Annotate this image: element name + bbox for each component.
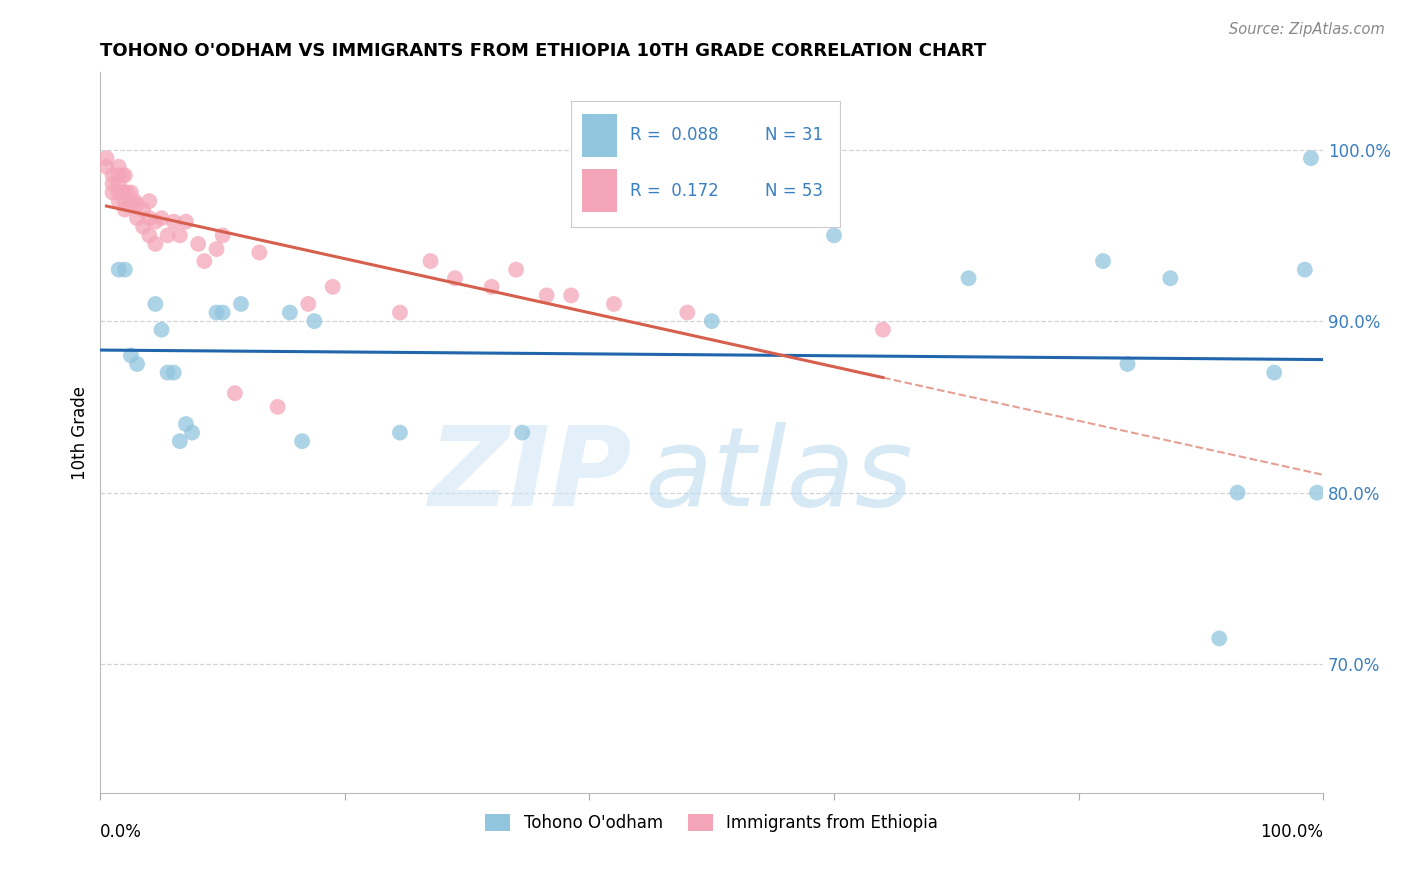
Point [481, 280, 503, 294]
Point [120, 197, 142, 211]
Text: TOHONO O'ODHAM VS IMMIGRANTS FROM ETHIOPIA 10TH GRADE CORRELATION CHART: TOHONO O'ODHAM VS IMMIGRANTS FROM ETHIOP… [100, 42, 987, 60]
Point [510, 425, 533, 440]
Point [124, 194, 146, 208]
Point [125, 211, 148, 226]
Point [1263, 366, 1285, 380]
Point [107, 262, 129, 277]
Point [96, 160, 118, 174]
Point [114, 262, 136, 277]
Point [132, 202, 155, 217]
Point [229, 297, 252, 311]
Point [101, 169, 124, 183]
Point [187, 236, 209, 251]
Point [1226, 485, 1249, 500]
Point [107, 160, 129, 174]
Point [150, 211, 173, 226]
Point [1116, 357, 1139, 371]
Point [823, 228, 845, 243]
Point [603, 297, 626, 311]
Point [205, 242, 228, 256]
Point [156, 366, 179, 380]
Point [211, 305, 233, 319]
Point [107, 186, 129, 200]
Point [169, 434, 191, 449]
Point [163, 214, 186, 228]
Point [138, 194, 160, 208]
Text: ZIP: ZIP [429, 422, 633, 529]
Point [114, 169, 136, 183]
Text: atlas: atlas [644, 422, 912, 529]
Point [111, 169, 134, 183]
Point [174, 214, 197, 228]
Point [145, 236, 167, 251]
Point [117, 186, 139, 200]
Point [120, 186, 142, 200]
Text: 100.0%: 100.0% [1260, 823, 1323, 841]
Point [1299, 151, 1322, 165]
Point [156, 228, 179, 243]
Point [96, 151, 118, 165]
Point [278, 305, 301, 319]
Point [145, 214, 167, 228]
Point [138, 211, 160, 226]
Text: 0.0%: 0.0% [100, 823, 142, 841]
Point [111, 186, 134, 200]
Point [388, 425, 411, 440]
Point [120, 348, 142, 362]
Point [107, 194, 129, 208]
Point [132, 219, 155, 234]
Point [107, 169, 129, 183]
Point [388, 305, 411, 319]
Legend: Tohono O'odham, Immigrants from Ethiopia: Tohono O'odham, Immigrants from Ethiopia [479, 807, 945, 838]
Point [536, 288, 558, 302]
Point [872, 323, 894, 337]
Point [1306, 485, 1329, 500]
Point [247, 245, 270, 260]
Point [211, 228, 233, 243]
Point [957, 271, 980, 285]
Point [419, 254, 441, 268]
Point [560, 288, 582, 302]
Point [1294, 262, 1316, 277]
Point [322, 280, 344, 294]
Point [1159, 271, 1181, 285]
Point [107, 177, 129, 191]
Point [444, 271, 467, 285]
Point [700, 314, 723, 328]
Point [145, 297, 167, 311]
Text: Source: ZipAtlas.com: Source: ZipAtlas.com [1229, 22, 1385, 37]
Point [125, 197, 148, 211]
Point [1208, 632, 1230, 646]
Point [205, 305, 228, 319]
Point [181, 425, 204, 440]
Point [169, 228, 191, 243]
Point [150, 323, 173, 337]
Point [193, 254, 215, 268]
Point [174, 417, 197, 431]
Y-axis label: 10th Grade: 10th Grade [72, 385, 89, 480]
Point [114, 194, 136, 208]
Point [101, 177, 124, 191]
Point [114, 186, 136, 200]
Point [138, 228, 160, 243]
Point [304, 314, 326, 328]
Point [291, 434, 314, 449]
Point [676, 305, 699, 319]
Point [505, 262, 527, 277]
Point [266, 400, 288, 414]
Point [114, 202, 136, 217]
Point [224, 386, 246, 401]
Point [1092, 254, 1115, 268]
Point [125, 357, 148, 371]
Point [297, 297, 319, 311]
Point [163, 366, 186, 380]
Point [101, 186, 124, 200]
